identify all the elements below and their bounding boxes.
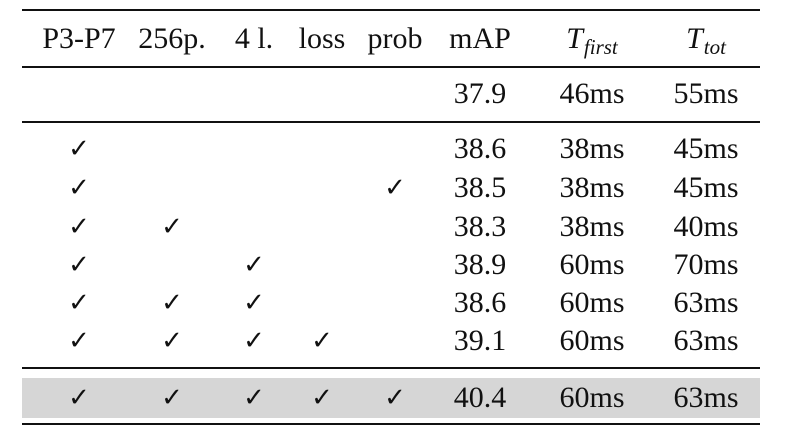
header-map: mAP bbox=[449, 22, 511, 55]
final-tfirst: 60ms bbox=[559, 381, 625, 414]
p3p7-check: ✓ bbox=[68, 288, 90, 318]
row-map: 38.9 bbox=[453, 248, 507, 281]
final-loss-check: ✓ bbox=[311, 383, 333, 413]
row-ttot: 63ms bbox=[673, 324, 739, 357]
baseline-rule bbox=[22, 121, 760, 123]
row-tfirst: 38ms bbox=[559, 132, 625, 165]
table-row: ✓ ✓ 38.5 38ms 45ms bbox=[22, 170, 760, 206]
header-tfirst-sub: first bbox=[583, 34, 618, 59]
row-tfirst: 38ms bbox=[559, 171, 625, 204]
row-map: 38.5 bbox=[453, 171, 507, 204]
row-ttot: 45ms bbox=[673, 171, 739, 204]
baseline-map: 37.9 bbox=[453, 77, 507, 110]
baseline-tfirst: 46ms bbox=[559, 77, 625, 110]
final-4l-check: ✓ bbox=[243, 383, 265, 413]
row-ttot: 40ms bbox=[673, 210, 739, 243]
header-loss: loss bbox=[298, 22, 346, 55]
p3p7-check: ✓ bbox=[68, 326, 90, 356]
prob-check: ✓ bbox=[384, 173, 406, 203]
row-tfirst: 60ms bbox=[559, 324, 625, 357]
row-map: 38.6 bbox=[453, 286, 507, 319]
final-prob-check: ✓ bbox=[384, 383, 406, 413]
final-256p-check: ✓ bbox=[161, 383, 183, 413]
bottom-rule bbox=[22, 423, 760, 425]
header-prob: prob bbox=[367, 22, 423, 55]
table-row: ✓ ✓ ✓ 38.6 60ms 63ms bbox=[22, 285, 760, 321]
p3p7-check: ✓ bbox=[68, 250, 90, 280]
row-map: 38.3 bbox=[453, 210, 507, 243]
table-row: ✓ ✓ 38.9 60ms 70ms bbox=[22, 247, 760, 283]
row-ttot: 45ms bbox=[673, 132, 739, 165]
header-4l: 4 l. bbox=[234, 22, 274, 55]
table-row: ✓ 38.6 38ms 45ms bbox=[22, 131, 760, 167]
p3p7-check: ✓ bbox=[68, 173, 90, 203]
header-ttot-base: T bbox=[686, 22, 703, 55]
final-ttot: 63ms bbox=[673, 381, 739, 414]
baseline-ttot: 55ms bbox=[673, 77, 739, 110]
row-map: 38.6 bbox=[453, 132, 507, 165]
p3p7-check: ✓ bbox=[68, 134, 90, 164]
row-ttot: 70ms bbox=[673, 248, 739, 281]
loss-check: ✓ bbox=[311, 326, 333, 356]
row-tfirst: 60ms bbox=[559, 286, 625, 319]
header-tfirst-base: T bbox=[566, 22, 583, 55]
row-map: 39.1 bbox=[453, 324, 507, 357]
4l-check: ✓ bbox=[243, 250, 265, 280]
table-row: ✓ ✓ ✓ ✓ 39.1 60ms 63ms bbox=[22, 323, 760, 359]
256p-check: ✓ bbox=[161, 212, 183, 242]
row-tfirst: 38ms bbox=[559, 210, 625, 243]
256p-check: ✓ bbox=[161, 326, 183, 356]
final-rule bbox=[22, 367, 760, 369]
4l-check: ✓ bbox=[243, 326, 265, 356]
final-map: 40.4 bbox=[453, 381, 507, 414]
p3p7-check: ✓ bbox=[68, 212, 90, 242]
row-tfirst: 60ms bbox=[559, 248, 625, 281]
header-ttot-sub: tot bbox=[703, 34, 726, 59]
header-256p: 256p. bbox=[138, 22, 206, 55]
256p-check: ✓ bbox=[161, 288, 183, 318]
table-row: ✓ ✓ 38.3 38ms 40ms bbox=[22, 209, 760, 245]
row-ttot: 63ms bbox=[673, 286, 739, 319]
baseline-row: 37.9 46ms 55ms bbox=[22, 76, 760, 112]
top-rule bbox=[22, 9, 760, 11]
4l-check: ✓ bbox=[243, 288, 265, 318]
final-row: ✓ ✓ ✓ ✓ ✓ 40.4 60ms 63ms bbox=[22, 378, 760, 418]
header-rule bbox=[22, 66, 760, 68]
final-p3p7-check: ✓ bbox=[68, 383, 90, 413]
header-p3p7: P3-P7 bbox=[42, 22, 116, 55]
